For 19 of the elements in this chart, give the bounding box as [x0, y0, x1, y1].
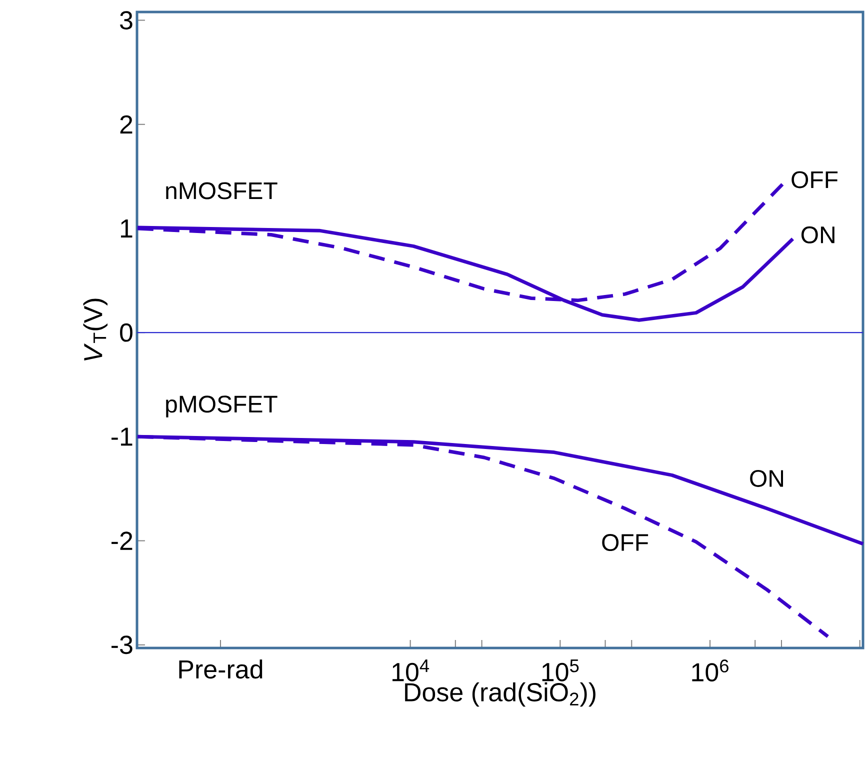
x-axis-title: Dose (rad(SiO$_{2}$)): [405, 682, 596, 707]
y-axis-title: V$_{T}$(V): [83, 298, 108, 361]
y-tick-label: 0: [120, 323, 132, 342]
y-tick-label: -2: [112, 532, 132, 550]
y-tick-label: 3: [120, 11, 132, 30]
series-label: ON: [801, 226, 834, 244]
x-tick-label: Pre-rad: [179, 660, 262, 679]
y-tick-label: -3: [112, 636, 132, 654]
y-tick-label: -1: [112, 428, 132, 446]
y-tick-label: 2: [120, 115, 132, 134]
y-tick-label: 1: [120, 220, 132, 238]
x-tick-label: 10$^{4}$: [392, 660, 430, 682]
annotation: nMOSFET: [166, 182, 278, 200]
x-tick-label: 10$^{5}$: [542, 660, 579, 682]
annotation: pMOSFET: [166, 396, 278, 418]
x-tick-label: 10$^{6}$: [692, 660, 728, 682]
series-label: OFF: [792, 171, 838, 188]
series-label: OFF: [602, 534, 648, 552]
series-label: ON: [750, 470, 784, 487]
